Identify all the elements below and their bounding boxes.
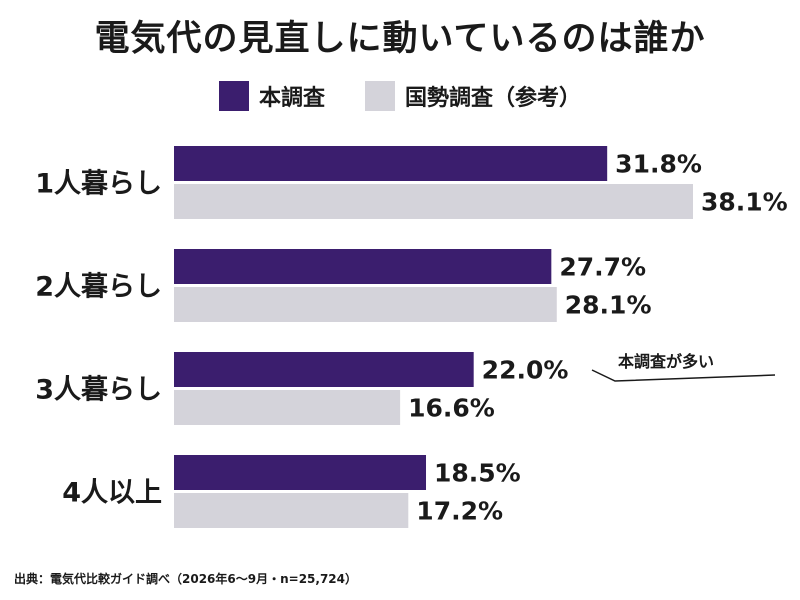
- source-note: 出典：電気代比較ガイド調べ（2026年6〜9月・n=25,724）: [14, 572, 358, 586]
- category-label-3: 3人暮らし: [35, 375, 162, 406]
- category-label-4: 4人以上: [62, 478, 162, 509]
- annotation-connector: [591, 369, 776, 382]
- legend-label-survey: 本調査: [258, 86, 325, 111]
- annotation: 本調査が多い: [618, 348, 714, 372]
- legend-swatch-census: [365, 81, 395, 111]
- bar-census-1: [174, 184, 693, 219]
- bar-survey-3: [174, 352, 474, 387]
- category-label-2: 2人暮らし: [35, 272, 162, 303]
- chart-title: 電気代の見直しに動いているのは誰か: [94, 19, 706, 59]
- value-label-survey-1: 31.8%: [615, 150, 702, 179]
- value-label-census-1: 38.1%: [701, 188, 788, 217]
- legend-swatch-survey: [218, 81, 249, 111]
- value-label-census-3: 16.6%: [408, 394, 495, 423]
- bar-census-4: [174, 493, 409, 528]
- bar-survey-4: [174, 455, 427, 490]
- bar-survey-2: [174, 249, 552, 284]
- value-label-survey-3: 22.0%: [482, 356, 569, 385]
- legend: 本調査 国勢調査（参考）: [0, 80, 800, 112]
- value-label-survey-2: 27.7%: [559, 253, 646, 282]
- value-label-survey-4: 18.5%: [434, 459, 521, 488]
- bar-census-2: [174, 287, 557, 322]
- legend-label-census: 国勢調査（参考）: [405, 86, 582, 111]
- legend-item-survey: 本調査: [218, 80, 325, 112]
- value-label-census-2: 28.1%: [565, 291, 652, 320]
- bar-census-3: [174, 390, 401, 425]
- value-label-census-4: 17.2%: [416, 497, 503, 526]
- category-label-1: 1人暮らし: [35, 169, 162, 200]
- legend-item-census: 国勢調査（参考）: [365, 80, 581, 112]
- bar-survey-1: [174, 146, 608, 181]
- annotation-text: 本調査が多い: [618, 352, 715, 371]
